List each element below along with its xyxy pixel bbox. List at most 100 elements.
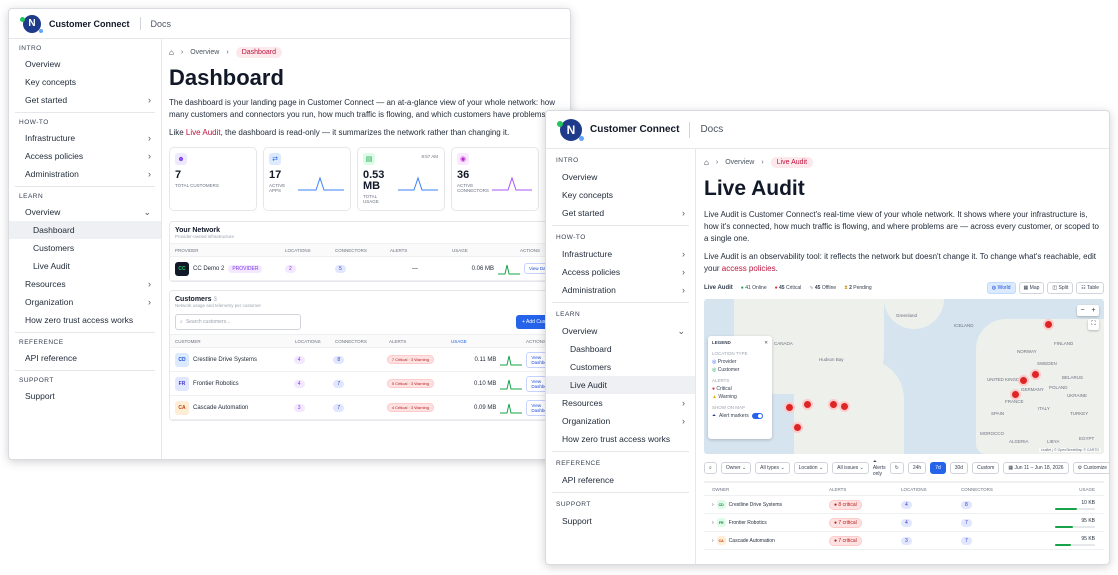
table-row[interactable]: › CA Cascade Automation ● 7 critical 3 7 9… [704,532,1104,550]
brand-logo-icon[interactable]: N [20,14,43,33]
sidebar-item-support[interactable]: Support [546,512,695,530]
sidebar-item-get-started[interactable]: Get started › [546,204,695,222]
alert-marker[interactable] [784,402,795,413]
alert-markers-toggle[interactable] [751,413,763,419]
view-split-button[interactable]: ◫ Split [1047,282,1074,294]
zoom-in-icon[interactable]: + [1091,307,1096,314]
locations-count: 4 [901,518,912,527]
live-audit-link[interactable]: Live Audit [185,128,221,137]
docs-link[interactable]: Docs [150,18,172,29]
brand-name[interactable]: Customer Connect [49,18,130,29]
sidebar-item-learn-overview[interactable]: Overview ⌄ [546,322,695,340]
sidebar-item-get-started[interactable]: Get started › [9,91,161,109]
chevron-right-icon[interactable]: › [712,519,714,526]
breadcrumb-overview[interactable]: Overview [725,158,755,166]
range-30d-button[interactable]: 30d [949,462,969,474]
chevron-right-icon[interactable]: › [712,537,714,544]
docs-link[interactable]: Docs [700,124,724,135]
usage-value: 95 KB [1081,517,1095,524]
table-row[interactable]: CA Cascade Automation 3 7 4 Critical · 3 … [170,396,569,420]
sidebar-item-customers[interactable]: Customers [9,239,161,257]
sidebar-item-live-audit[interactable]: Live Audit [9,257,161,275]
world-map[interactable]: CANADA FINLAND NORWAY SWEDEN UNITED KING… [704,299,1104,454]
table-row[interactable]: › FR Frontier Robotics ● 7 critical 4 7 95… [704,514,1104,532]
sidebar-item-organization[interactable]: Organization › [546,412,695,430]
stat-card-usage[interactable]: ▤ 8:57 AM 0.53 MB TOTAL USAGE [357,147,445,211]
sidebar-item-zero-trust[interactable]: How zero trust access works [546,430,695,448]
close-icon[interactable]: ✕ [764,340,768,345]
table-row[interactable]: › CD Crestline Drive Systems ● 8 critical … [704,496,1104,514]
view-label: Table [1087,285,1099,291]
sidebar-item-api-reference[interactable]: API reference [9,349,161,367]
sidebar-item-resources[interactable]: Resources › [546,394,695,412]
search-input[interactable]: ⌕ Search customers... [175,314,301,330]
sidebar-item-overview[interactable]: Overview [546,168,695,186]
alert-marker[interactable] [1043,319,1054,330]
owner-avatar: CD [716,500,726,509]
alert-marker[interactable] [1030,369,1041,380]
alert-marker[interactable] [802,399,813,410]
sidebar-section-intro: INTRO [19,45,42,52]
fullscreen-icon[interactable]: ⛶ [1088,319,1099,330]
chevron-right-icon[interactable]: › [712,501,714,508]
sidebar-item-dashboard[interactable]: Dashboard [9,221,161,239]
sidebar-item-infrastructure[interactable]: Infrastructure › [9,129,161,147]
sidebar-item-learn-overview[interactable]: Overview ⌄ [9,203,161,221]
alert-marker[interactable] [792,422,803,433]
refresh-icon[interactable]: ↻ [889,462,904,474]
sidebar-item-zero-trust[interactable]: How zero trust access works [9,311,161,329]
top-bar: N Customer Connect Docs [9,9,570,39]
table-row[interactable]: FR Frontier Robotics 4 7 5 Critical · 3 W… [170,372,569,396]
sidebar-item-access-policies[interactable]: Access policies › [546,263,695,281]
breadcrumb-separator: › [715,158,719,166]
chevron-right-icon: › [148,169,151,179]
issues-filter[interactable]: All issues ⌄ [832,462,869,474]
sidebar-item-resources[interactable]: Resources › [9,275,161,293]
sidebar-item-administration[interactable]: Administration › [546,281,695,299]
sidebar-item-key-concepts[interactable]: Key concepts [9,73,161,91]
view-map-button[interactable]: ▦ Map [1018,282,1045,294]
sidebar-item-key-concepts[interactable]: Key concepts [546,186,695,204]
view-world-button[interactable]: ◍ World [986,282,1016,294]
table-row[interactable]: CC CC Demo 2 PROVIDER 2 5 — 0.06 MB View… [170,257,569,281]
stat-card-customers[interactable]: ☻ 7 TOTAL CUSTOMERS [169,147,257,211]
location-filter[interactable]: Location ⌄ [793,462,829,474]
brand-name[interactable]: Customer Connect [590,124,680,135]
alert-marker[interactable] [839,401,850,412]
alerts-only-toggle[interactable]: ⏶ Alerts only [873,459,886,477]
view-table-button[interactable]: ☷ Table [1076,282,1104,294]
owner-filter[interactable]: Owner ⌄ [720,462,752,474]
alert-marker[interactable] [1010,389,1021,400]
sidebar-item-api-reference[interactable]: API reference [546,471,695,489]
customize-button[interactable]: ⚙ Customize [1072,462,1109,474]
panel-subtitle: Network usage and telemetry per customer [175,303,262,308]
breadcrumb-overview[interactable]: Overview [190,48,220,56]
sidebar-item-access-policies[interactable]: Access policies › [9,147,161,165]
sidebar-item-dashboard[interactable]: Dashboard [546,340,695,358]
access-policies-link[interactable]: access policies [721,264,776,273]
sidebar-item-infrastructure[interactable]: Infrastructure › [546,245,695,263]
stat-card-apps[interactable]: ⇄ 17 ACTIVE APPS [263,147,351,211]
sidebar-item-overview[interactable]: Overview [9,55,161,73]
sidebar-item-support[interactable]: Support [9,387,161,405]
sidebar-item-customers[interactable]: Customers [546,358,695,376]
brand-logo-icon[interactable]: N [557,118,584,141]
range-custom-button[interactable]: Custom [972,462,1000,474]
range-24h-button[interactable]: 24h [907,462,927,474]
home-icon[interactable]: ⌂ [169,47,174,57]
stat-card-connectors[interactable]: ◉ 36 ACTIVE CONNECTORS [451,147,539,211]
home-icon[interactable]: ⌂ [704,157,709,167]
database-icon: ▤ [363,153,375,165]
alert-marker[interactable] [1018,375,1029,386]
sidebar-item-organization[interactable]: Organization › [9,293,161,311]
search-icon[interactable]: ⌕ [704,462,717,474]
gear-icon: ⚙ [1077,465,1083,471]
date-range[interactable]: ▦ Jun 11 – Jun 18, 2026 [1003,462,1069,474]
alert-marker[interactable] [828,399,839,410]
range-7d-button[interactable]: 7d [930,462,946,474]
sidebar-item-administration[interactable]: Administration › [9,165,161,183]
types-filter[interactable]: All types ⌄ [755,462,790,474]
table-row[interactable]: CD Crestline Drive Systems 4 8 7 Critical… [170,348,569,372]
zoom-out-icon[interactable]: − [1080,307,1085,314]
sidebar-item-live-audit[interactable]: Live Audit [546,376,695,394]
